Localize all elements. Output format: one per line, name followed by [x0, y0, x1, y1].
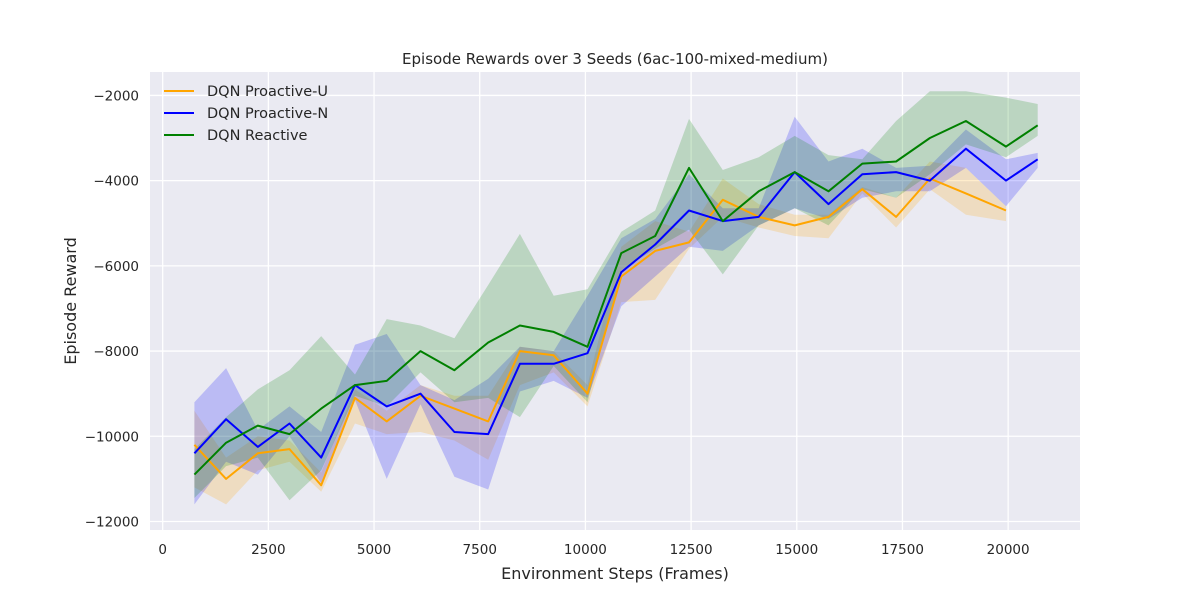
legend-label: DQN Proactive-U: [207, 84, 328, 100]
x-tick-label: 20000: [987, 542, 1030, 558]
y-tick-label: −2000: [93, 88, 139, 104]
y-tick-label: −6000: [93, 259, 139, 275]
legend: DQN Proactive-U DQN Proactive-N DQN Reacti…: [164, 84, 328, 144]
confidence-band-2: [194, 91, 1038, 501]
x-tick-label: 10000: [564, 542, 607, 558]
y-tick-label: −4000: [93, 174, 139, 190]
series-lines: [193, 120, 1039, 487]
y-tick-label: −10000: [85, 429, 139, 445]
x-tick-label: 0: [158, 542, 167, 558]
y-tick-label: −8000: [93, 344, 139, 360]
x-tick-label: 17500: [881, 542, 924, 558]
y-tick-label: −12000: [85, 514, 139, 530]
chart-title: Episode Rewards over 3 Seeds (6ac-100-mi…: [402, 50, 828, 68]
x-tick-label: 12500: [670, 542, 713, 558]
series-line-0: [193, 177, 1007, 487]
series-line-1: [193, 147, 1039, 459]
tick-labels: 0 2500 5000 7500 10000 12500 15000 17500 20000 −1…: [85, 88, 1030, 558]
y-axis-label: Episode Reward: [61, 237, 80, 365]
x-axis-label: Environment Steps (Frames): [501, 564, 729, 583]
legend-label: DQN Reactive: [207, 128, 308, 144]
series-line-2: [193, 120, 1039, 476]
x-tick-label: 5000: [357, 542, 391, 558]
confidence-band-0: [194, 161, 1006, 505]
x-tick-label: 15000: [775, 542, 818, 558]
x-tick-label: 2500: [251, 542, 285, 558]
x-tick-label: 7500: [463, 542, 497, 558]
grid: [150, 72, 1080, 530]
legend-label: DQN Proactive-N: [207, 106, 328, 122]
